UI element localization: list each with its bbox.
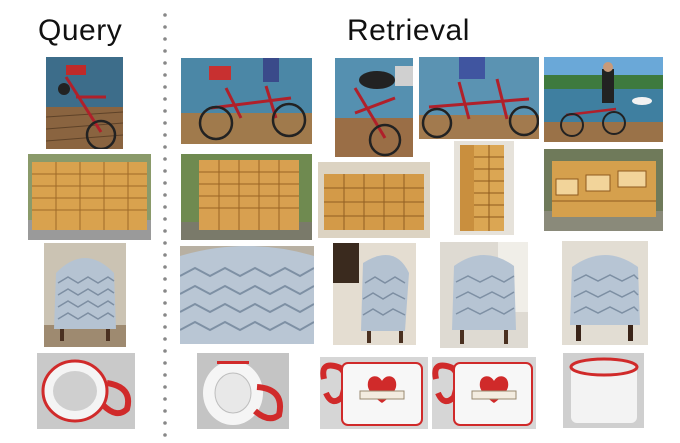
retrieval-image-bicycle-1 <box>181 58 312 144</box>
retrieval-image-mug-4 <box>563 353 644 428</box>
query-image-bicycle <box>46 57 123 149</box>
retrieval-image-mug-3 <box>432 357 536 429</box>
retrieval-image-armchair-2 <box>333 243 416 345</box>
retrieval-heading: Retrieval <box>347 14 470 47</box>
retrieval-image-armchair-4 <box>562 241 648 345</box>
query-image-armchair <box>44 243 126 347</box>
query-image-mug <box>37 353 135 429</box>
retrieval-image-cabinet-2 <box>318 162 430 238</box>
query-image-cabinet <box>28 154 151 240</box>
retrieval-image-armchair-1 <box>180 246 314 344</box>
dotted-divider <box>163 13 167 437</box>
retrieval-image-cabinet-1 <box>181 154 312 240</box>
retrieval-image-bicycle-3 <box>419 57 539 139</box>
retrieval-image-cabinet-4 <box>544 149 663 231</box>
query-heading: Query <box>38 14 123 47</box>
retrieval-image-bicycle-2 <box>335 58 413 157</box>
retrieval-image-bicycle-4 <box>544 57 663 142</box>
retrieval-image-cabinet-3 <box>454 141 514 235</box>
retrieval-image-mug-1 <box>197 353 289 429</box>
retrieval-image-armchair-3 <box>440 242 528 348</box>
retrieval-image-mug-2 <box>320 357 428 429</box>
